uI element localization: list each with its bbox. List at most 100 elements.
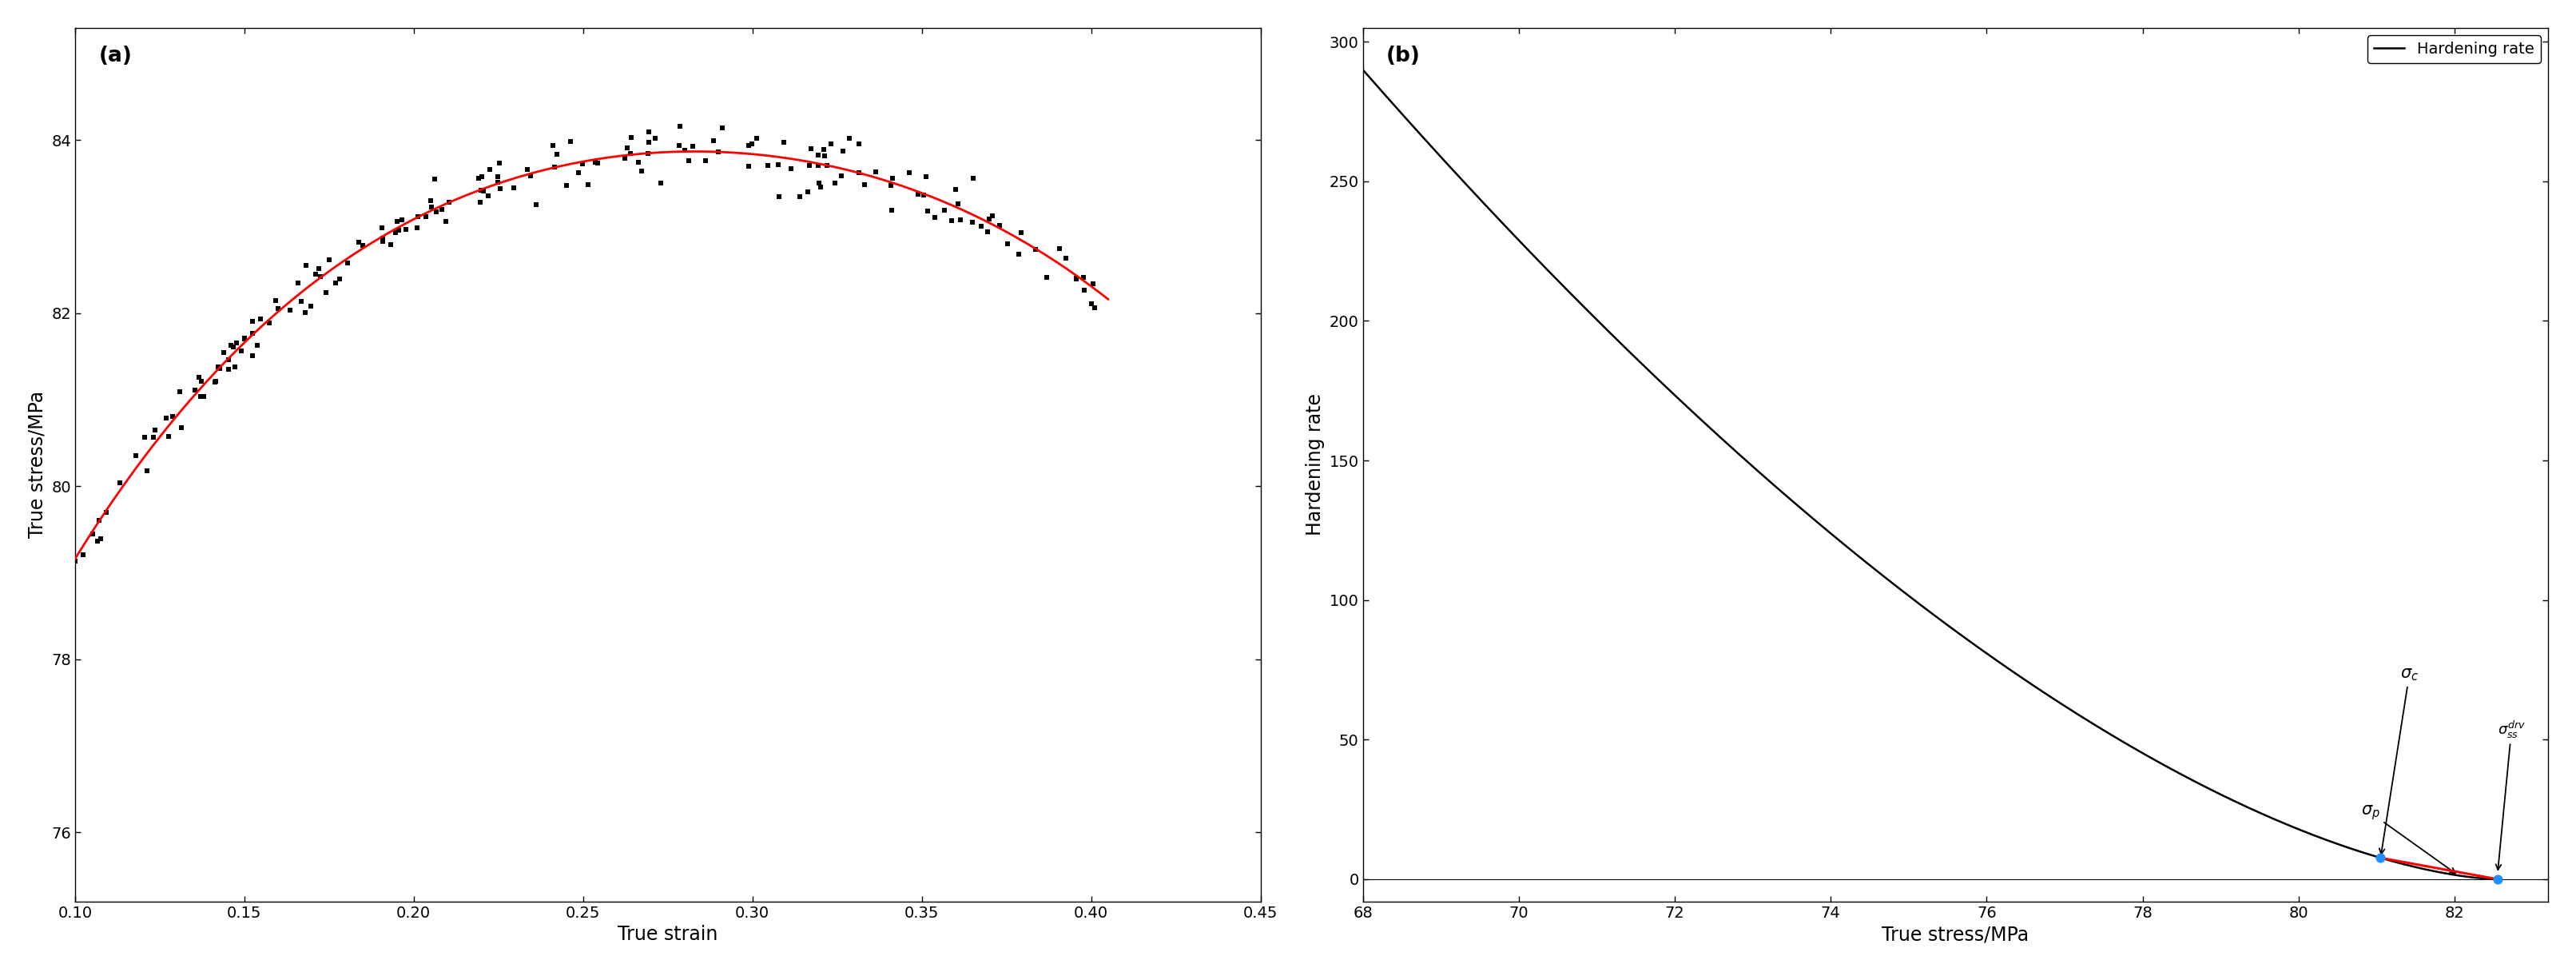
Point xyxy=(837,165,878,181)
Point xyxy=(2478,872,2519,887)
Point xyxy=(294,266,335,282)
Point xyxy=(209,362,250,377)
Point xyxy=(567,177,608,192)
Point xyxy=(786,185,827,200)
Point xyxy=(374,225,415,240)
Point xyxy=(160,384,201,399)
X-axis label: True stress/MPa: True stress/MPa xyxy=(1883,925,2030,944)
Point xyxy=(804,149,845,164)
Point xyxy=(930,213,971,228)
Point xyxy=(124,430,165,445)
Point xyxy=(428,194,469,210)
Point xyxy=(935,182,976,197)
Point xyxy=(309,252,350,267)
X-axis label: True strain: True strain xyxy=(618,925,719,944)
Point xyxy=(134,422,175,437)
Point xyxy=(240,311,281,327)
Point xyxy=(477,169,518,185)
Text: (b): (b) xyxy=(1386,46,1422,66)
Point xyxy=(799,180,840,195)
Point xyxy=(214,339,255,355)
Point xyxy=(224,330,265,346)
Point xyxy=(307,285,348,300)
Point xyxy=(54,553,95,569)
Point xyxy=(762,134,804,150)
Point xyxy=(953,170,994,186)
Point xyxy=(757,156,799,172)
Point xyxy=(562,156,603,171)
Point xyxy=(979,218,1020,233)
Point xyxy=(461,183,502,198)
Point xyxy=(999,246,1041,261)
Point xyxy=(459,194,500,210)
Point xyxy=(270,302,312,318)
Point xyxy=(536,147,577,162)
Point xyxy=(781,190,822,205)
Point xyxy=(232,326,273,341)
Point xyxy=(896,187,938,202)
Point xyxy=(1061,269,1103,285)
Point xyxy=(343,237,384,253)
Point xyxy=(1038,241,1079,257)
Point xyxy=(175,382,216,398)
Point xyxy=(729,158,770,174)
Point xyxy=(144,410,185,426)
Point xyxy=(799,157,840,173)
Point xyxy=(788,157,829,173)
Point xyxy=(737,130,778,146)
Point xyxy=(283,304,325,320)
Point xyxy=(247,315,289,330)
Point xyxy=(822,168,863,184)
Point xyxy=(216,335,258,351)
Point xyxy=(907,204,948,220)
Point xyxy=(180,373,222,389)
Point xyxy=(1074,299,1115,315)
Point xyxy=(214,359,255,374)
Point xyxy=(639,175,680,191)
Point xyxy=(477,174,518,190)
Point xyxy=(85,504,126,520)
Point xyxy=(469,188,510,203)
Point xyxy=(386,222,428,237)
Point xyxy=(100,474,142,490)
Point xyxy=(193,374,234,390)
Point xyxy=(804,142,845,157)
Point xyxy=(361,220,402,235)
Point xyxy=(811,136,853,152)
Point xyxy=(618,155,659,170)
Point xyxy=(871,170,912,186)
Point xyxy=(871,202,912,218)
Point xyxy=(515,197,556,213)
Point xyxy=(665,143,706,158)
Point xyxy=(379,223,420,238)
Point xyxy=(469,161,510,177)
Point xyxy=(183,389,224,404)
Point xyxy=(80,512,121,528)
Point xyxy=(799,148,840,163)
Point xyxy=(747,157,788,173)
Point xyxy=(232,314,273,330)
Point xyxy=(479,181,520,196)
Point xyxy=(160,420,201,435)
Point xyxy=(204,345,245,361)
Point xyxy=(178,369,219,385)
Point xyxy=(198,360,240,375)
Point xyxy=(286,258,327,273)
Point xyxy=(410,192,451,208)
Point xyxy=(698,145,739,160)
Point xyxy=(299,260,340,276)
Point xyxy=(914,210,956,226)
Point xyxy=(757,190,799,205)
Point xyxy=(611,146,652,161)
Point xyxy=(1064,283,1105,298)
Point xyxy=(152,408,193,424)
Point xyxy=(255,294,296,309)
Point xyxy=(281,294,322,309)
Point xyxy=(1072,296,1113,312)
Point xyxy=(80,531,121,546)
Point xyxy=(371,237,412,253)
Point xyxy=(425,214,466,229)
Point xyxy=(659,119,701,134)
Point xyxy=(634,131,675,147)
Point xyxy=(840,136,881,152)
